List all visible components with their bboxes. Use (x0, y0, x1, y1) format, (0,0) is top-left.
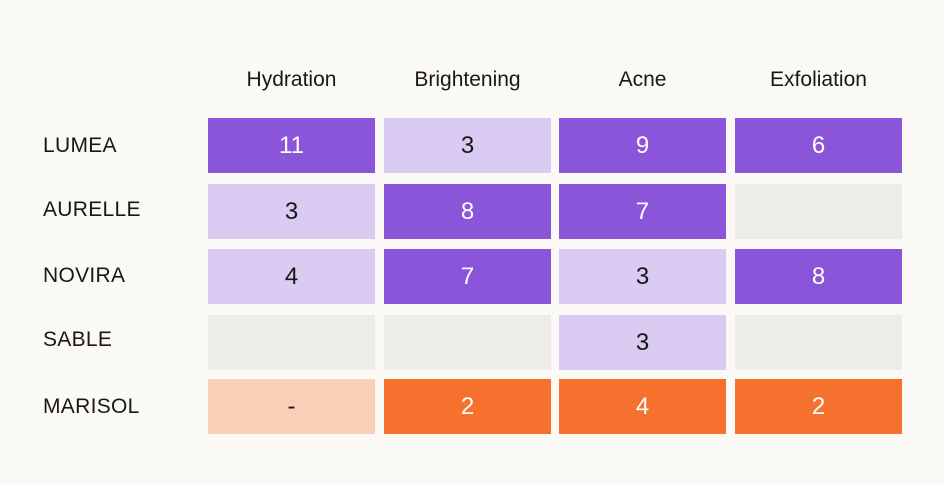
heatmap-cell: 2 (384, 379, 551, 434)
row-label: MARISOL (43, 395, 140, 418)
heatmap-cell: 8 (384, 184, 551, 239)
row-label: LUMEA (43, 134, 117, 157)
heatmap-cell: 3 (208, 184, 375, 239)
heatmap-cell: 11 (208, 118, 375, 173)
heatmap-cell: 4 (559, 379, 726, 434)
heatmap-cell (735, 184, 902, 239)
heatmap-cell: 3 (559, 315, 726, 370)
heatmap-cell (384, 315, 551, 370)
heatmap-cell: 8 (735, 249, 902, 304)
heatmap-cell: 7 (559, 184, 726, 239)
heatmap-cell: 4 (208, 249, 375, 304)
row-label: NOVIRA (43, 264, 126, 287)
heatmap-cell: - (208, 379, 375, 434)
column-header: Acne (618, 68, 667, 91)
row-label: SABLE (43, 328, 113, 351)
row-label: AURELLE (43, 198, 141, 221)
column-header: Brightening (414, 68, 521, 91)
column-header: Hydration (246, 68, 337, 91)
heatmap-cell (208, 315, 375, 370)
column-header: Exfoliation (770, 68, 867, 91)
heatmap-cell: 6 (735, 118, 902, 173)
heatmap-cell: 9 (559, 118, 726, 173)
heatmap-cell: 3 (559, 249, 726, 304)
heatmap-cell: 3 (384, 118, 551, 173)
heatmap-cell: 7 (384, 249, 551, 304)
heatmap-cell (735, 315, 902, 370)
heatmap-cell: 2 (735, 379, 902, 434)
